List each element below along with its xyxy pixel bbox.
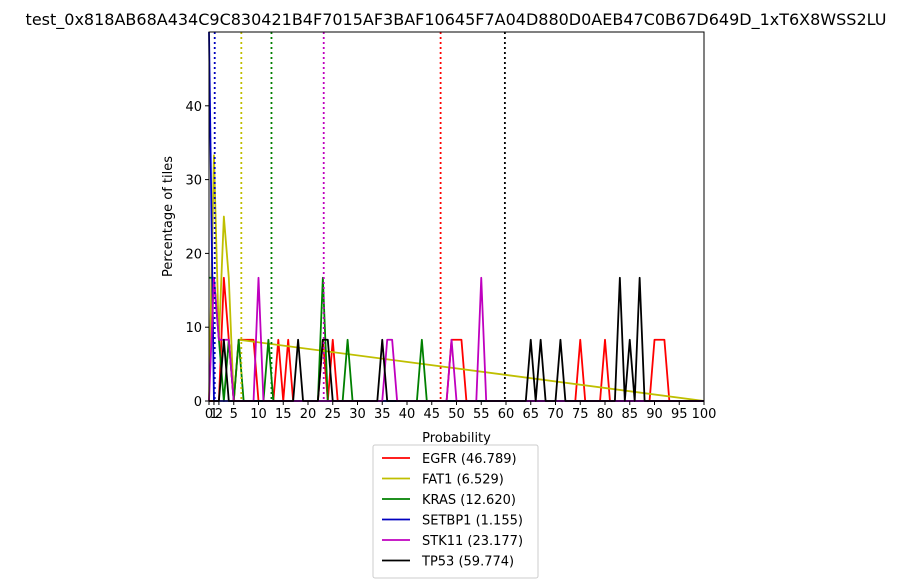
x-axis: 012 5 10 15 20 25 30 35 40 45 50 55 60 65 70 75 80 85 90 95… — [205, 401, 717, 422]
x-tick-label: 50 — [448, 407, 465, 422]
x-tick-label: 5 — [230, 407, 238, 422]
series-line-1 — [208, 154, 705, 402]
series-line-5 — [209, 276, 704, 402]
x-tick-label: 10 — [250, 407, 267, 422]
y-tick-label: 0 — [194, 395, 202, 410]
x-tick-label: 35 — [374, 407, 391, 422]
y-tick-label: 10 — [185, 321, 202, 336]
x-tick-label: 85 — [621, 407, 638, 422]
chart-title: test_0x818AB68A434C9C830421B4F7015AF3BAF… — [26, 10, 887, 30]
x-tick-label: 40 — [399, 407, 416, 422]
x-tick-label: 100 — [692, 407, 717, 422]
series-lines — [208, 31, 705, 402]
legend-entry-label: FAT1 (6.529) — [422, 473, 504, 488]
legend: EGFR (46.789) FAT1 (6.529) KRAS (12.620) SE… — [372, 444, 539, 579]
y-tick-label: 20 — [185, 247, 202, 262]
x-tick-label: 70 — [547, 407, 564, 422]
y-axis: 0 10 20 30 40 — [185, 100, 209, 410]
legend-frame — [372, 444, 539, 579]
x-tick-label: 25 — [324, 407, 341, 422]
x-tick-label: 55 — [473, 407, 490, 422]
legend-entry-label: KRAS (12.620) — [422, 493, 516, 508]
x-axis-label: Probability — [422, 431, 491, 446]
legend-entry-label: TP53 (59.774) — [421, 555, 514, 570]
x-tick-label: 65 — [522, 407, 539, 422]
x-tick-label: 60 — [498, 407, 515, 422]
y-axis-label: Percentage of tiles — [161, 156, 176, 277]
x-tick-label: 15 — [275, 407, 292, 422]
y-tick-label: 40 — [185, 100, 202, 115]
y-tick-label: 30 — [185, 174, 202, 189]
x-tick-label: 1 — [210, 407, 218, 422]
x-tick-label: 30 — [349, 407, 366, 422]
x-tick-label: 75 — [572, 407, 589, 422]
x-tick-label: 80 — [597, 407, 614, 422]
x-tick-label: 45 — [423, 407, 440, 422]
x-tick-label: 2 — [215, 407, 223, 422]
x-tick-label: 20 — [300, 407, 317, 422]
x-tick-label: 95 — [671, 407, 688, 422]
threshold-lines — [213, 32, 506, 401]
x-tick-label: 90 — [646, 407, 663, 422]
legend-entry-label: SETBP1 (1.155) — [422, 514, 523, 529]
legend-entry-label: EGFR (46.789) — [422, 452, 517, 467]
legend-entry-label: STK11 (23.177) — [422, 534, 523, 549]
x-tick-label: 0 — [205, 407, 213, 422]
